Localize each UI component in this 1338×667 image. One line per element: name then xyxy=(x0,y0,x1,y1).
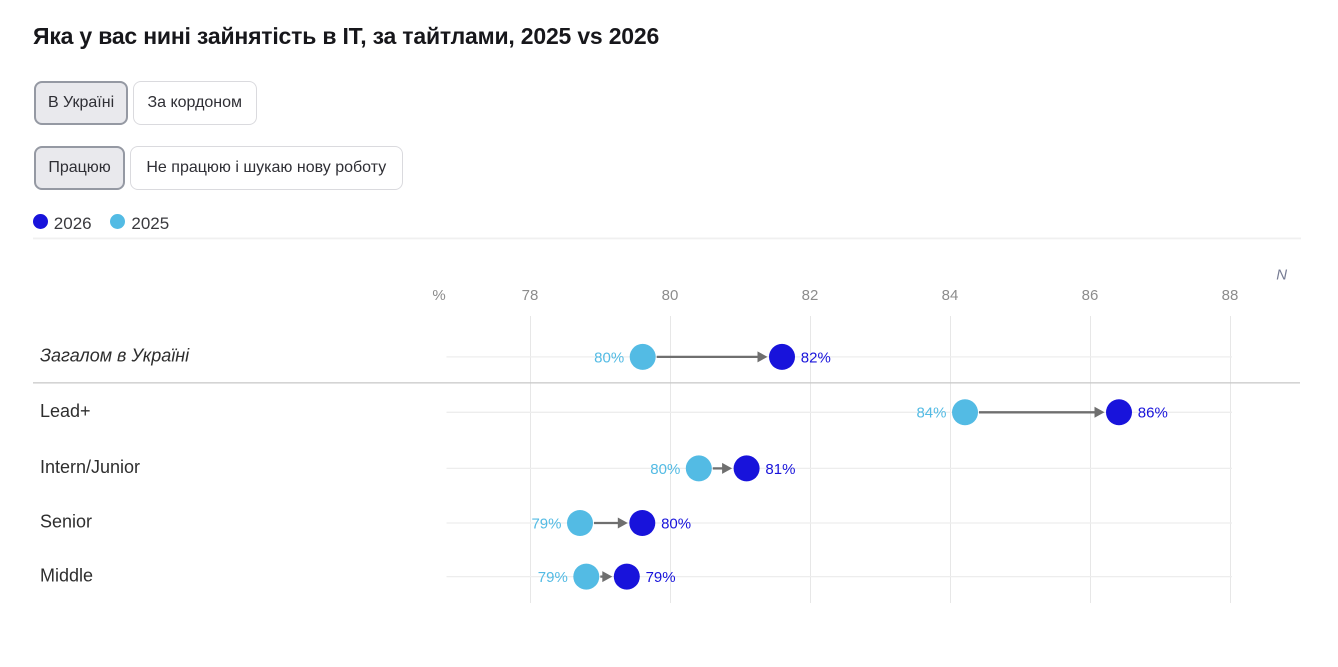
svg-text:86: 86 xyxy=(1082,287,1099,304)
svg-text:80%: 80% xyxy=(650,461,680,478)
svg-text:80%: 80% xyxy=(594,349,624,366)
svg-text:N: N xyxy=(1276,267,1287,284)
svg-text:82: 82 xyxy=(802,287,819,304)
svg-text:84: 84 xyxy=(942,287,959,304)
svg-text:81%: 81% xyxy=(765,461,795,478)
svg-text:84%: 84% xyxy=(916,405,946,422)
svg-text:Intern/Junior: Intern/Junior xyxy=(40,457,140,477)
svg-text:Middle: Middle xyxy=(40,565,93,585)
svg-text:79%: 79% xyxy=(646,569,676,586)
svg-text:80: 80 xyxy=(662,287,679,304)
svg-text:%: % xyxy=(432,287,445,304)
svg-text:79%: 79% xyxy=(538,569,568,586)
svg-text:Lead+: Lead+ xyxy=(40,401,91,421)
svg-text:86%: 86% xyxy=(1138,405,1168,422)
svg-text:79%: 79% xyxy=(531,515,561,532)
svg-text:88: 88 xyxy=(1222,287,1239,304)
svg-text:Senior: Senior xyxy=(40,512,92,532)
svg-text:Загалом в Україні: Загалом в Україні xyxy=(40,346,190,366)
svg-text:78: 78 xyxy=(522,287,539,304)
svg-text:82%: 82% xyxy=(801,349,831,366)
svg-text:80%: 80% xyxy=(661,515,691,532)
